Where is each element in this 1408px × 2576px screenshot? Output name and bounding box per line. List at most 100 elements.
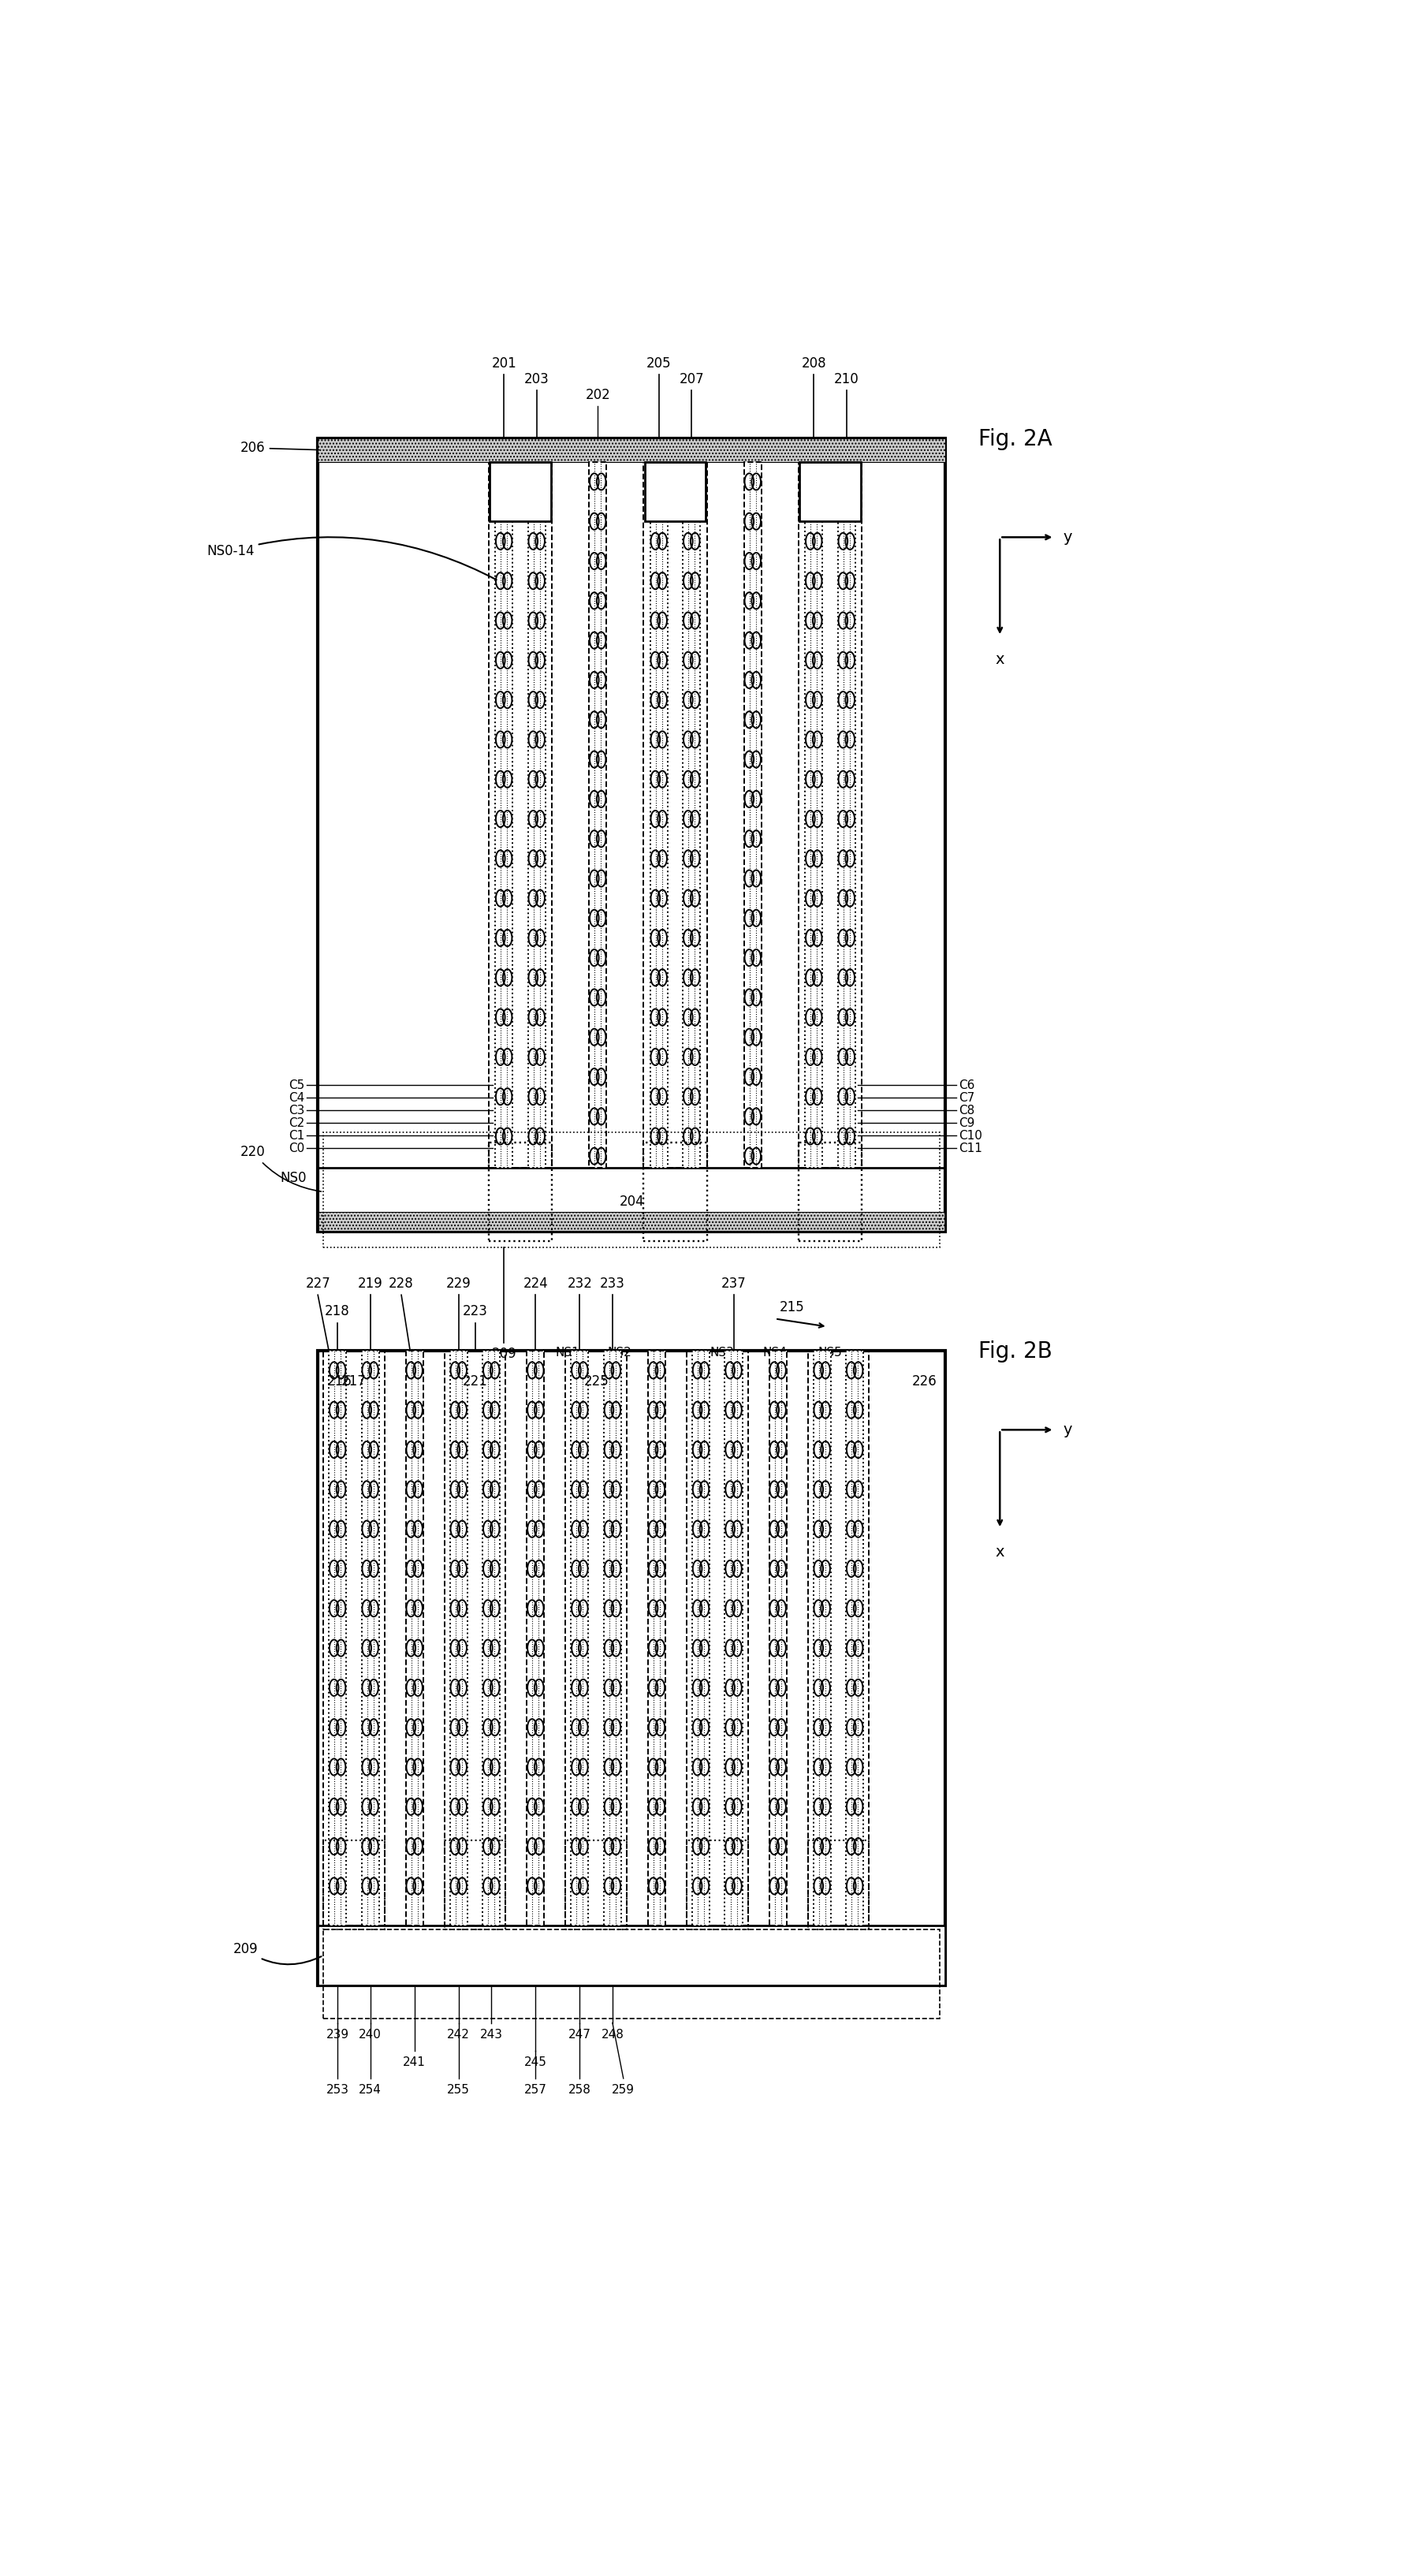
Text: 258: 258 [569,2084,591,2097]
FancyBboxPatch shape [743,461,762,1167]
Text: 205: 205 [646,355,672,371]
Text: 206: 206 [241,440,320,456]
Text: 209: 209 [491,1347,517,1360]
Text: Fig. 2A: Fig. 2A [979,428,1052,451]
Text: 220: 220 [241,1144,321,1193]
FancyBboxPatch shape [406,1350,424,1927]
Text: 253: 253 [327,2084,349,2097]
Text: 233: 233 [600,1278,625,1291]
Text: C8: C8 [959,1105,974,1115]
Text: 204: 204 [620,1195,643,1208]
Text: 202: 202 [586,389,610,402]
FancyBboxPatch shape [318,438,945,1231]
Text: y: y [1063,531,1073,544]
Text: 218: 218 [325,1303,351,1319]
FancyBboxPatch shape [846,1350,863,1927]
Text: C10: C10 [959,1131,981,1141]
Text: 248: 248 [601,2030,624,2040]
FancyBboxPatch shape [451,1350,467,1927]
Text: C0: C0 [289,1141,304,1154]
Text: 210: 210 [834,374,859,386]
Text: C4: C4 [289,1092,304,1103]
FancyBboxPatch shape [318,1211,945,1231]
Text: y: y [1063,1422,1073,1437]
Text: 217: 217 [341,1373,366,1388]
Text: 216: 216 [327,1373,352,1388]
Text: 226: 226 [911,1373,936,1388]
Text: NS3: NS3 [710,1347,735,1358]
FancyBboxPatch shape [800,461,860,520]
Text: NS5: NS5 [818,1347,842,1358]
Text: 224: 224 [522,1278,548,1291]
FancyBboxPatch shape [800,461,860,482]
Text: 259: 259 [612,2084,635,2097]
FancyBboxPatch shape [725,1350,742,1927]
Text: 232: 232 [567,1278,593,1291]
Text: NS4: NS4 [762,1347,787,1358]
Text: C7: C7 [959,1092,974,1103]
Text: 209: 209 [232,1942,321,1965]
Text: 245: 245 [524,2056,546,2069]
Text: 239: 239 [327,2030,349,2040]
FancyBboxPatch shape [645,461,705,482]
Text: C5: C5 [289,1079,304,1092]
Text: 201: 201 [491,355,517,371]
Text: 225: 225 [583,1373,608,1388]
Text: 203: 203 [524,374,549,386]
Text: C1: C1 [289,1131,304,1141]
Text: 255: 255 [448,2084,470,2097]
Text: 227: 227 [306,1278,331,1291]
Text: 215: 215 [780,1301,804,1314]
Text: 221: 221 [462,1373,487,1388]
Text: 207: 207 [679,374,704,386]
Text: NS2: NS2 [607,1347,632,1358]
FancyBboxPatch shape [604,1350,621,1927]
FancyBboxPatch shape [496,520,513,1167]
FancyBboxPatch shape [362,1350,379,1927]
FancyBboxPatch shape [648,1350,666,1927]
Text: 242: 242 [448,2030,470,2040]
FancyBboxPatch shape [805,520,822,1167]
Text: 219: 219 [358,1278,383,1291]
Text: 229: 229 [446,1278,472,1291]
FancyBboxPatch shape [683,520,700,1167]
Text: Fig. 2B: Fig. 2B [979,1340,1052,1363]
Text: C6: C6 [959,1079,974,1092]
FancyBboxPatch shape [490,461,551,482]
Text: NS0: NS0 [280,1172,307,1185]
Text: C2: C2 [289,1118,304,1128]
Text: 223: 223 [462,1303,487,1319]
FancyBboxPatch shape [693,1350,710,1927]
Text: NS0-14: NS0-14 [207,538,497,580]
FancyBboxPatch shape [318,438,945,461]
Text: x: x [995,1546,1004,1561]
Text: 240: 240 [359,2030,382,2040]
FancyBboxPatch shape [318,1350,945,1986]
FancyBboxPatch shape [589,461,607,1167]
FancyBboxPatch shape [769,1350,787,1927]
FancyBboxPatch shape [528,520,545,1167]
Text: 237: 237 [721,1278,746,1291]
FancyBboxPatch shape [329,1350,346,1927]
FancyBboxPatch shape [645,461,705,520]
FancyBboxPatch shape [814,1350,831,1927]
Text: 254: 254 [359,2084,382,2097]
Text: 228: 228 [389,1278,414,1291]
FancyBboxPatch shape [318,1927,945,1986]
FancyBboxPatch shape [650,520,667,1167]
Text: 208: 208 [801,355,826,371]
Text: 243: 243 [480,2030,503,2040]
Text: C11: C11 [959,1141,981,1154]
Text: 247: 247 [569,2030,591,2040]
Text: C9: C9 [959,1118,974,1128]
FancyBboxPatch shape [527,1350,545,1927]
FancyBboxPatch shape [572,1350,589,1927]
Text: 257: 257 [524,2084,546,2097]
FancyBboxPatch shape [838,520,855,1167]
FancyBboxPatch shape [490,461,551,520]
Text: 241: 241 [403,2056,425,2069]
Text: C3: C3 [289,1105,304,1115]
FancyBboxPatch shape [483,1350,500,1927]
Text: x: x [995,652,1004,667]
Text: NS1: NS1 [555,1347,579,1358]
